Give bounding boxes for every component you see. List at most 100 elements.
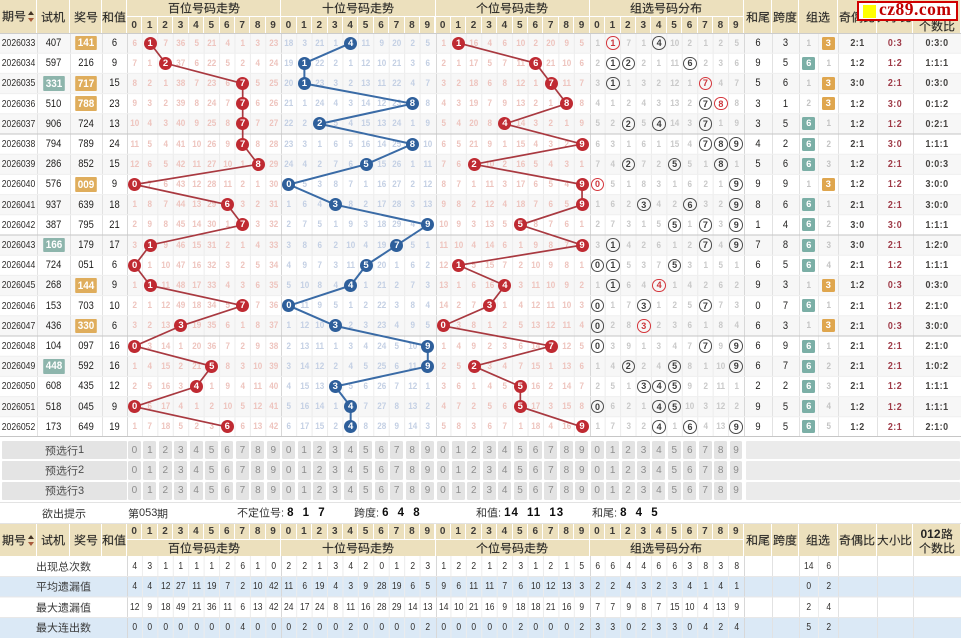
preselect-digit[interactable]: 2 bbox=[158, 461, 172, 480]
preselect-digit[interactable]: 3 bbox=[637, 481, 650, 500]
preselect-digit[interactable]: 0 bbox=[128, 441, 141, 460]
preselect-digit[interactable]: 2 bbox=[313, 441, 327, 460]
preselect-digit[interactable]: 4 bbox=[189, 481, 203, 500]
preselect-digit[interactable]: 2 bbox=[621, 461, 635, 480]
preselect-digit[interactable]: 9 bbox=[266, 461, 280, 480]
preselect-digit[interactable]: 9 bbox=[421, 481, 434, 500]
preselect-digit[interactable]: 9 bbox=[729, 441, 743, 460]
preselect-digit[interactable]: 9 bbox=[575, 461, 589, 480]
preselect-digit[interactable]: 4 bbox=[498, 441, 512, 460]
preselect-digit[interactable]: 1 bbox=[451, 461, 465, 480]
preselect-digit[interactable]: 6 bbox=[683, 441, 697, 460]
preselect-digit[interactable]: 5 bbox=[359, 441, 373, 460]
preselect-digit[interactable]: 7 bbox=[544, 461, 558, 480]
preselect-digit[interactable]: 6 bbox=[374, 481, 388, 500]
preselect-digit[interactable]: 3 bbox=[328, 441, 342, 460]
site-logo[interactable]: cz89.com bbox=[857, 1, 958, 21]
preselect-digit[interactable]: 5 bbox=[513, 441, 527, 460]
preselect-digit[interactable]: 1 bbox=[297, 441, 311, 460]
preselect-digit[interactable]: 7 bbox=[698, 441, 712, 460]
preselect-digit[interactable]: 6 bbox=[220, 461, 234, 480]
preselect-digit[interactable]: 8 bbox=[559, 481, 573, 500]
preselect-digit[interactable]: 5 bbox=[205, 461, 219, 480]
preselect-digit[interactable]: 7 bbox=[544, 481, 558, 500]
preselect-digit[interactable]: 2 bbox=[158, 441, 172, 460]
preselect-digit[interactable]: 0 bbox=[282, 461, 296, 480]
preselect-digit[interactable]: 1 bbox=[606, 481, 620, 500]
preselect-digit[interactable]: 8 bbox=[714, 461, 728, 480]
preselect-digit[interactable]: 6 bbox=[374, 441, 388, 460]
preselect-digit[interactable]: 7 bbox=[235, 461, 249, 480]
preselect-digit[interactable]: 5 bbox=[667, 481, 681, 500]
preselect-digit[interactable]: 2 bbox=[621, 481, 635, 500]
preselect-digit[interactable]: 6 bbox=[529, 481, 542, 500]
preselect-digit[interactable]: 0 bbox=[590, 461, 604, 480]
preselect-digit[interactable]: 9 bbox=[575, 441, 589, 460]
preselect-digit[interactable]: 3 bbox=[637, 441, 650, 460]
preselect-digit[interactable]: 0 bbox=[590, 481, 604, 500]
preselect-digit[interactable]: 6 bbox=[529, 461, 542, 480]
preselect-digit[interactable]: 2 bbox=[313, 481, 327, 500]
preselect-digit[interactable]: 0 bbox=[282, 441, 296, 460]
preselect-digit[interactable]: 1 bbox=[143, 441, 157, 460]
preselect-digit[interactable]: 6 bbox=[683, 461, 697, 480]
preselect-digit[interactable]: 3 bbox=[482, 441, 496, 460]
preselect-digit[interactable]: 5 bbox=[205, 481, 219, 500]
preselect-digit[interactable]: 3 bbox=[482, 461, 496, 480]
preselect-digit[interactable]: 7 bbox=[235, 481, 249, 500]
preselect-digit[interactable]: 7 bbox=[544, 441, 558, 460]
preselect-digit[interactable]: 5 bbox=[513, 461, 527, 480]
preselect-digit[interactable]: 8 bbox=[559, 441, 573, 460]
preselect-digit[interactable]: 4 bbox=[652, 481, 666, 500]
preselect-digit[interactable]: 7 bbox=[698, 461, 712, 480]
preselect-digit[interactable]: 3 bbox=[174, 461, 188, 480]
preselect-digit[interactable]: 2 bbox=[158, 481, 172, 500]
preselect-digit[interactable]: 5 bbox=[667, 441, 681, 460]
preselect-digit[interactable]: 9 bbox=[266, 441, 280, 460]
preselect-digit[interactable]: 1 bbox=[143, 461, 157, 480]
preselect-digit[interactable]: 4 bbox=[652, 441, 666, 460]
preselect-digit[interactable]: 1 bbox=[606, 441, 620, 460]
preselect-digit[interactable]: 6 bbox=[220, 441, 234, 460]
preselect-digit[interactable]: 7 bbox=[390, 481, 404, 500]
preselect-digit[interactable]: 8 bbox=[251, 481, 265, 500]
preselect-digit[interactable]: 8 bbox=[251, 441, 265, 460]
preselect-digit[interactable]: 2 bbox=[313, 461, 327, 480]
preselect-digit[interactable]: 0 bbox=[590, 441, 604, 460]
preselect-digit[interactable]: 3 bbox=[174, 441, 188, 460]
preselect-digit[interactable]: 1 bbox=[143, 481, 157, 500]
preselect-digit[interactable]: 9 bbox=[729, 481, 743, 500]
preselect-digit[interactable]: 3 bbox=[482, 481, 496, 500]
preselect-digit[interactable]: 7 bbox=[390, 441, 404, 460]
preselect-digit[interactable]: 7 bbox=[698, 481, 712, 500]
preselect-digit[interactable]: 8 bbox=[251, 461, 265, 480]
preselect-digit[interactable]: 8 bbox=[559, 461, 573, 480]
preselect-digit[interactable]: 0 bbox=[436, 441, 450, 460]
preselect-digit[interactable]: 5 bbox=[359, 461, 373, 480]
preselect-digit[interactable]: 4 bbox=[343, 461, 357, 480]
preselect-digit[interactable]: 2 bbox=[467, 461, 481, 480]
preselect-digit[interactable]: 8 bbox=[714, 481, 728, 500]
preselect-digit[interactable]: 2 bbox=[467, 441, 481, 460]
preselect-digit[interactable]: 1 bbox=[451, 441, 465, 460]
preselect-digit[interactable]: 1 bbox=[606, 461, 620, 480]
preselect-digit[interactable]: 5 bbox=[513, 481, 527, 500]
preselect-digit[interactable]: 6 bbox=[529, 441, 542, 460]
preselect-digit[interactable]: 5 bbox=[667, 461, 681, 480]
preselect-digit[interactable]: 6 bbox=[374, 461, 388, 480]
preselect-digit[interactable]: 4 bbox=[498, 481, 512, 500]
preselect-digit[interactable]: 1 bbox=[297, 461, 311, 480]
preselect-digit[interactable]: 8 bbox=[714, 441, 728, 460]
preselect-digit[interactable]: 4 bbox=[189, 461, 203, 480]
preselect-digit[interactable]: 0 bbox=[282, 481, 296, 500]
preselect-digit[interactable]: 9 bbox=[421, 461, 434, 480]
column-header-issue[interactable] bbox=[0, 524, 36, 556]
preselect-digit[interactable]: 4 bbox=[498, 461, 512, 480]
preselect-digit[interactable]: 9 bbox=[729, 461, 743, 480]
preselect-digit[interactable]: 2 bbox=[621, 441, 635, 460]
preselect-digit[interactable]: 9 bbox=[575, 481, 589, 500]
preselect-digit[interactable]: 5 bbox=[359, 481, 373, 500]
preselect-digit[interactable]: 2 bbox=[467, 481, 481, 500]
preselect-digit[interactable]: 3 bbox=[637, 461, 650, 480]
preselect-digit[interactable]: 6 bbox=[220, 481, 234, 500]
